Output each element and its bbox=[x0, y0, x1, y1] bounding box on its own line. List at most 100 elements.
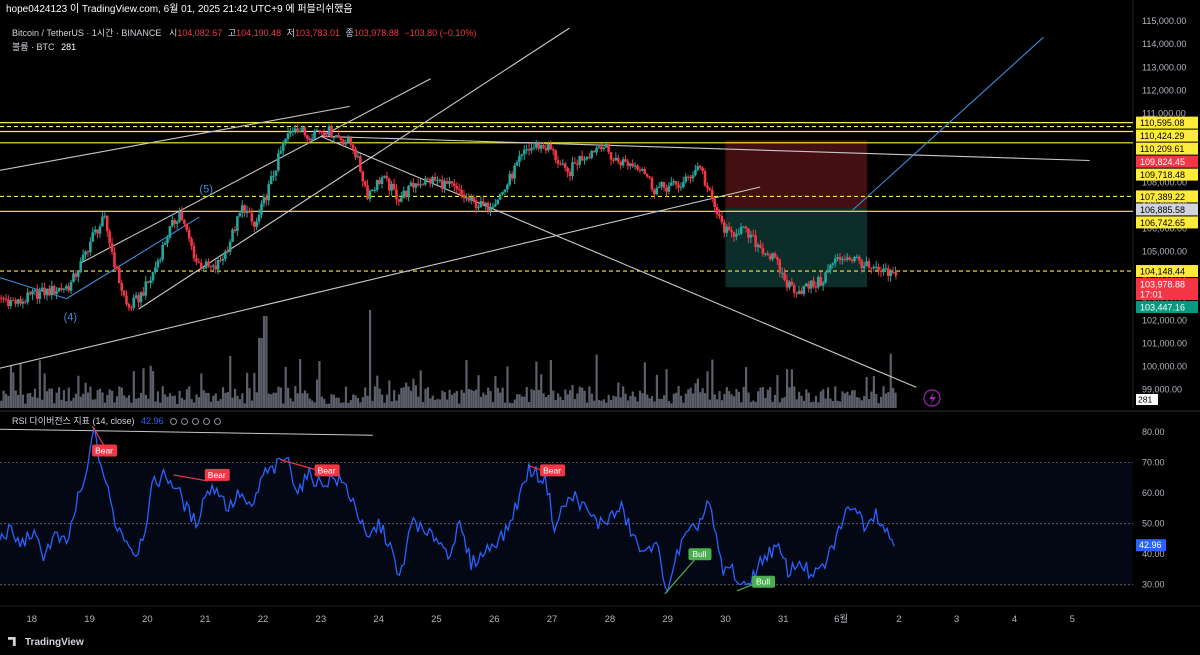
volume-bar bbox=[142, 368, 145, 408]
remove-icon[interactable] bbox=[203, 418, 211, 425]
volume-bar bbox=[291, 401, 295, 408]
volume-bar bbox=[696, 378, 699, 408]
price-tag bbox=[1136, 116, 1198, 129]
candle-body bbox=[737, 233, 741, 235]
candle-body bbox=[525, 149, 528, 151]
volume-bar bbox=[327, 403, 331, 408]
settings-icon[interactable] bbox=[181, 418, 189, 425]
volume-bar bbox=[872, 376, 875, 408]
candle-body bbox=[407, 186, 410, 197]
volume-bar bbox=[450, 394, 454, 408]
candle-body bbox=[845, 257, 849, 260]
volume-bar bbox=[860, 400, 863, 408]
volume-bar bbox=[229, 355, 232, 408]
candle-body bbox=[686, 176, 690, 178]
more-icon[interactable] bbox=[214, 418, 222, 425]
candle-body bbox=[544, 147, 548, 151]
eye-icon[interactable] bbox=[170, 418, 178, 425]
candle-body bbox=[527, 149, 531, 151]
volume-bar bbox=[84, 382, 87, 408]
price-tag bbox=[1136, 129, 1198, 142]
candle-body bbox=[800, 290, 803, 294]
rsi-value-tag-text: 42.96 bbox=[1139, 540, 1162, 550]
volume-bar bbox=[752, 400, 755, 408]
candle-body bbox=[154, 267, 157, 272]
volume-bar bbox=[636, 401, 639, 408]
candle-body bbox=[293, 128, 297, 131]
candle-body bbox=[19, 299, 22, 304]
volume-bar bbox=[366, 395, 369, 408]
candle-body bbox=[824, 272, 827, 283]
volume-bar bbox=[836, 400, 839, 408]
candle-body bbox=[575, 163, 579, 165]
volume-bar bbox=[125, 397, 128, 408]
date-axis-tick: 25 bbox=[431, 614, 442, 625]
candle-body bbox=[286, 133, 290, 140]
candle-body bbox=[573, 162, 577, 164]
candle-body bbox=[749, 234, 753, 238]
candle-body bbox=[216, 260, 220, 270]
volume-bar bbox=[491, 402, 495, 408]
candle-body bbox=[248, 210, 251, 213]
volume-bar bbox=[699, 392, 702, 408]
candle-body bbox=[643, 169, 647, 175]
candle-body bbox=[718, 214, 721, 216]
volume-bar bbox=[882, 386, 885, 408]
candle-body bbox=[515, 162, 519, 166]
volume-bar bbox=[72, 397, 75, 408]
candle-body bbox=[612, 159, 615, 161]
rsi-value: 42.96 bbox=[141, 416, 164, 426]
candle-body bbox=[380, 177, 384, 185]
candle-body bbox=[373, 189, 377, 191]
volume-bar bbox=[224, 392, 227, 408]
candle-body bbox=[694, 169, 697, 176]
candle-body bbox=[419, 184, 422, 186]
volume-bar bbox=[303, 390, 307, 408]
candle-body bbox=[539, 145, 543, 149]
volume-bar bbox=[58, 387, 61, 408]
candle-body bbox=[62, 288, 66, 290]
volume-bar bbox=[870, 391, 873, 408]
candle-body bbox=[469, 197, 473, 201]
volume-tag-text: 281 bbox=[1138, 395, 1152, 405]
volume-bar bbox=[843, 393, 847, 408]
volume-bar bbox=[233, 388, 237, 408]
high-value: 104,190.48 bbox=[236, 28, 282, 38]
volume-bar bbox=[265, 316, 268, 408]
candle-body bbox=[735, 234, 738, 237]
price-axis-tick: 101,000.00 bbox=[1142, 339, 1187, 349]
volume-bar bbox=[769, 387, 772, 408]
volume-bar bbox=[436, 398, 439, 408]
candle-body bbox=[151, 271, 155, 281]
candle-body bbox=[804, 283, 808, 286]
symbol-legend: Bitcoin / TetherUS · 1시간 · BINANCE 시104,… bbox=[12, 26, 476, 39]
volume-bar bbox=[788, 387, 791, 408]
volume-bar bbox=[342, 402, 345, 408]
candle-body bbox=[346, 137, 350, 143]
volume-bar bbox=[209, 401, 213, 408]
volume-bar bbox=[894, 392, 897, 408]
candle-body bbox=[698, 166, 702, 168]
price-axis-tick: 112,000.00 bbox=[1142, 85, 1186, 95]
candle-body bbox=[853, 256, 856, 262]
candle-body bbox=[36, 290, 39, 299]
candle-body bbox=[368, 190, 372, 199]
trend-line bbox=[320, 135, 1090, 162]
volume-bar bbox=[677, 386, 680, 408]
volume-bar bbox=[716, 399, 719, 408]
price-axis-tick: 99,000.00 bbox=[1142, 385, 1182, 395]
source-icon[interactable] bbox=[192, 418, 200, 425]
volume-bar bbox=[395, 400, 398, 408]
volume-bar bbox=[120, 387, 123, 408]
volume-bar bbox=[306, 393, 309, 408]
date-axis-tick: 31 bbox=[778, 614, 789, 625]
volume-label: 볼륨 · BTC bbox=[12, 42, 55, 52]
price-tag-text: 110,424.29 bbox=[1140, 131, 1184, 141]
bear-label-text: Bear bbox=[543, 465, 561, 475]
price-tag-text: 104,148.44 bbox=[1140, 267, 1185, 277]
volume-bar bbox=[513, 399, 516, 408]
candle-body bbox=[592, 151, 596, 153]
volume-bar bbox=[542, 393, 545, 408]
candle-body bbox=[168, 226, 172, 238]
